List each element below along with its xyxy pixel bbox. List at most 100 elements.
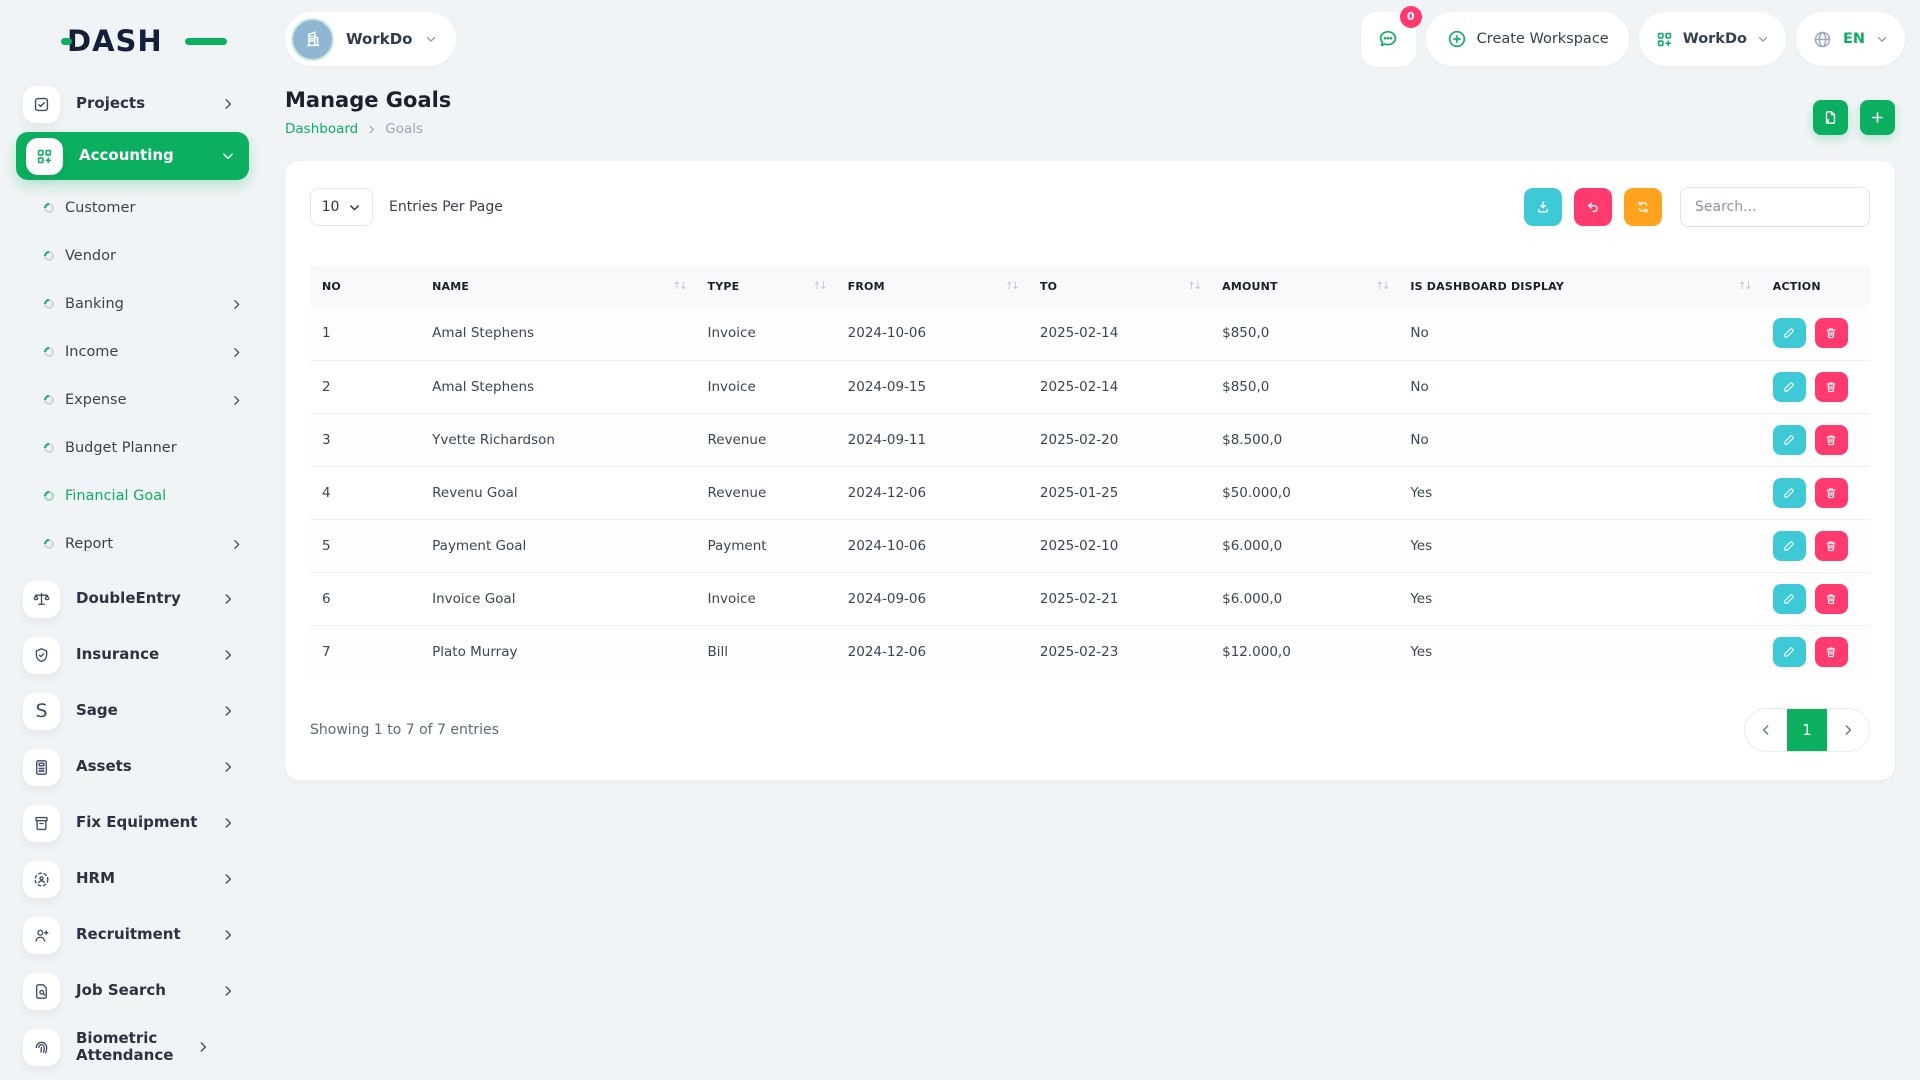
table-row: 6 Invoice Goal Invoice 2024-09-06 2025-0… — [310, 571, 1870, 625]
trash-icon — [1824, 433, 1838, 447]
sidebar-item-sage[interactable]: S Sage — [16, 686, 249, 736]
cell-from: 2024-12-06 — [835, 624, 1028, 678]
refresh-button[interactable] — [1624, 188, 1662, 226]
chevron-right-icon — [196, 1040, 210, 1054]
sidebar-item-recruitment[interactable]: Recruitment — [16, 910, 249, 960]
sidebar-item-accounting[interactable]: Accounting — [16, 132, 249, 180]
table-row: 2 Amal Stephens Invoice 2024-09-15 2025-… — [310, 359, 1870, 413]
delete-button[interactable] — [1814, 371, 1848, 402]
column-header-name[interactable]: NAME ↑↓ — [420, 265, 696, 307]
cell-name: Invoice Goal — [420, 571, 696, 625]
sidebar-item-vendor[interactable]: Vendor — [0, 232, 265, 280]
sidebar-item-label: Assets — [76, 757, 132, 776]
cell-dashboard-display: Yes — [1398, 465, 1761, 519]
submenu-label: Income — [65, 344, 119, 360]
sidebar-item-banking[interactable]: Banking — [0, 280, 265, 328]
cell-type: Payment — [695, 518, 836, 572]
language-selector[interactable]: EN — [1795, 12, 1905, 66]
sidebar-item-insurance[interactable]: Insurance — [16, 630, 249, 680]
delete-button[interactable] — [1814, 530, 1848, 561]
workspace-dropdown[interactable]: WorkDo — [1638, 12, 1786, 66]
sidebar-item-customer[interactable]: Customer — [0, 184, 265, 232]
sidebar-item-projects[interactable]: Projects — [16, 80, 249, 128]
accounting-submenu: Customer Vendor Banking Income — [0, 184, 265, 568]
cell-to: 2025-02-20 — [1027, 412, 1211, 466]
messages-badge: 0 — [1399, 5, 1422, 28]
edit-button[interactable] — [1772, 636, 1806, 667]
cell-action — [1760, 518, 1870, 572]
sidebar-item-label: Projects — [76, 94, 146, 113]
sidebar-item-label: Recruitment — [76, 925, 181, 944]
edit-button[interactable] — [1772, 583, 1806, 614]
sidebar-item-hrm[interactable]: HRM — [16, 854, 249, 904]
delete-button[interactable] — [1814, 318, 1848, 349]
column-header-type[interactable]: TYPE ↑↓ — [695, 265, 836, 307]
sort-icon: ↑↓ — [1738, 280, 1753, 292]
submenu-label: Budget Planner — [65, 440, 177, 456]
reset-button[interactable] — [1574, 188, 1612, 226]
pencil-icon — [1782, 645, 1796, 659]
workspace-selector[interactable]: WorkDo — [285, 12, 457, 66]
pencil-icon — [1782, 486, 1796, 500]
export-button[interactable] — [1813, 100, 1848, 135]
submenu-label: Report — [65, 536, 114, 552]
next-page-button[interactable] — [1827, 709, 1869, 751]
sidebar: DASH Projects Accounting — [0, 0, 265, 1080]
bullet-icon — [41, 440, 57, 456]
fingerprint-icon — [23, 1028, 60, 1066]
sidebar-item-biometric-attendance[interactable]: Biometric Attendance — [16, 1022, 249, 1072]
column-header-to[interactable]: TO ↑↓ — [1027, 265, 1211, 307]
sidebar-item-financial-goal[interactable]: Financial Goal — [0, 472, 265, 520]
sidebar-item-report[interactable]: Report — [0, 520, 265, 568]
page-number-1[interactable]: 1 — [1787, 709, 1827, 751]
chevron-right-icon — [221, 648, 235, 662]
sidebar-item-income[interactable]: Income — [0, 328, 265, 376]
sidebar-item-fix-equipment[interactable]: Fix Equipment — [16, 798, 249, 848]
column-header-amount[interactable]: AMOUNT ↑↓ — [1210, 265, 1399, 307]
sidebar-lower: DoubleEntry Insurance S Sage — [0, 574, 265, 1072]
edit-button[interactable] — [1772, 318, 1806, 349]
cell-no: 6 — [310, 571, 421, 625]
chevron-right-icon — [221, 872, 235, 886]
column-header-dashboard-display[interactable]: IS DASHBOARD DISPLAY ↑↓ — [1398, 265, 1761, 307]
sidebar-item-expense[interactable]: Expense — [0, 376, 265, 424]
cell-name: Amal Stephens — [420, 359, 696, 413]
messages-button[interactable]: 0 — [1360, 5, 1422, 67]
column-header-from[interactable]: FROM ↑↓ — [835, 265, 1028, 307]
shield-check-icon — [23, 636, 60, 674]
edit-button[interactable] — [1772, 371, 1806, 402]
table-row: 3 Yvette Richardson Revenue 2024-09-11 2… — [310, 412, 1870, 466]
previous-page-button[interactable] — [1745, 709, 1787, 751]
chevron-right-icon — [221, 704, 235, 718]
cell-to: 2025-02-14 — [1027, 307, 1211, 360]
delete-button[interactable] — [1814, 424, 1848, 455]
edit-button[interactable] — [1772, 477, 1806, 508]
cell-from: 2024-09-15 — [835, 359, 1028, 413]
breadcrumb-dashboard-link[interactable]: Dashboard — [285, 121, 359, 137]
edit-button[interactable] — [1772, 530, 1806, 561]
create-workspace-button[interactable]: Create Workspace — [1425, 12, 1629, 66]
sidebar-item-doubleentry[interactable]: DoubleEntry — [16, 574, 249, 624]
add-goal-button[interactable] — [1860, 100, 1895, 135]
cell-to: 2025-01-25 — [1027, 465, 1211, 519]
delete-button[interactable] — [1814, 583, 1848, 614]
sidebar-item-label: Insurance — [76, 645, 160, 664]
sidebar-item-budget-planner[interactable]: Budget Planner — [0, 424, 265, 472]
pencil-icon — [1782, 539, 1796, 553]
delete-button[interactable] — [1814, 636, 1848, 667]
chevron-right-icon — [230, 298, 243, 311]
search-input[interactable] — [1680, 187, 1870, 227]
delete-button[interactable] — [1814, 477, 1848, 508]
entries-per-page-select[interactable]: 10 — [310, 188, 373, 226]
trash-icon — [1824, 380, 1838, 394]
entries-per-page-value: 10 — [321, 199, 340, 215]
pencil-icon — [1782, 380, 1796, 394]
sidebar-item-job-search[interactable]: Job Search — [16, 966, 249, 1016]
submenu-label: Expense — [65, 392, 127, 408]
table-footer: Showing 1 to 7 of 7 entries 1 — [310, 708, 1870, 752]
edit-button[interactable] — [1772, 424, 1806, 455]
cell-type: Revenue — [695, 465, 836, 519]
sidebar-item-assets[interactable]: Assets — [16, 742, 249, 792]
export-csv-button[interactable] — [1524, 188, 1562, 226]
bullet-icon — [41, 200, 57, 216]
